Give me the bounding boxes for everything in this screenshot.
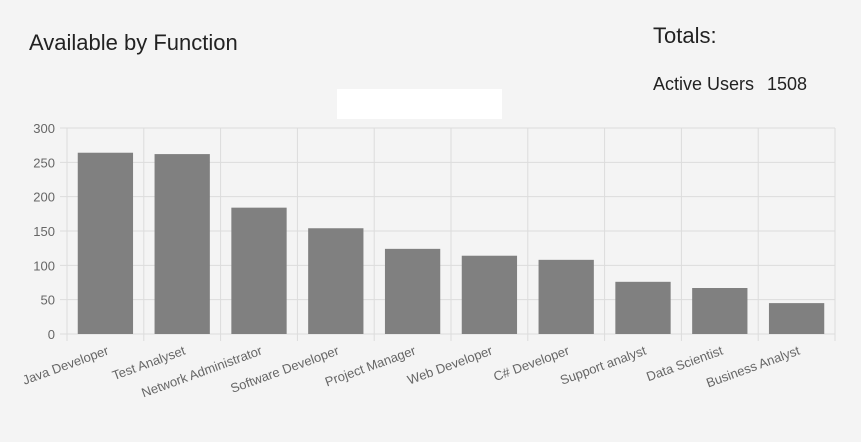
bar xyxy=(538,259,594,334)
y-tick-label: 250 xyxy=(33,155,55,170)
y-tick-label: 100 xyxy=(33,258,55,273)
legend-box xyxy=(337,89,502,119)
bar xyxy=(77,152,134,334)
chart-title: Available by Function xyxy=(29,30,238,55)
y-tick-label: 200 xyxy=(33,190,55,205)
bar xyxy=(692,287,748,334)
y-tick-label: 0 xyxy=(48,327,55,342)
x-tick-label: Java Developer xyxy=(20,342,111,387)
bar xyxy=(615,281,671,334)
bar xyxy=(231,207,287,334)
bar xyxy=(461,255,518,334)
totals-value: 1508 xyxy=(767,74,807,94)
bar xyxy=(308,228,364,334)
x-tick-label: Support analyst xyxy=(558,343,648,388)
y-tick-label: 50 xyxy=(41,293,55,308)
totals-label: Active Users xyxy=(653,74,754,94)
totals-title: Totals: xyxy=(653,23,717,48)
y-tick-label: 300 xyxy=(33,121,55,136)
bar xyxy=(768,303,825,334)
bar xyxy=(384,248,441,334)
y-tick-label: 150 xyxy=(33,224,55,239)
x-tick-label: Web Developer xyxy=(405,342,495,387)
bar xyxy=(154,154,210,334)
